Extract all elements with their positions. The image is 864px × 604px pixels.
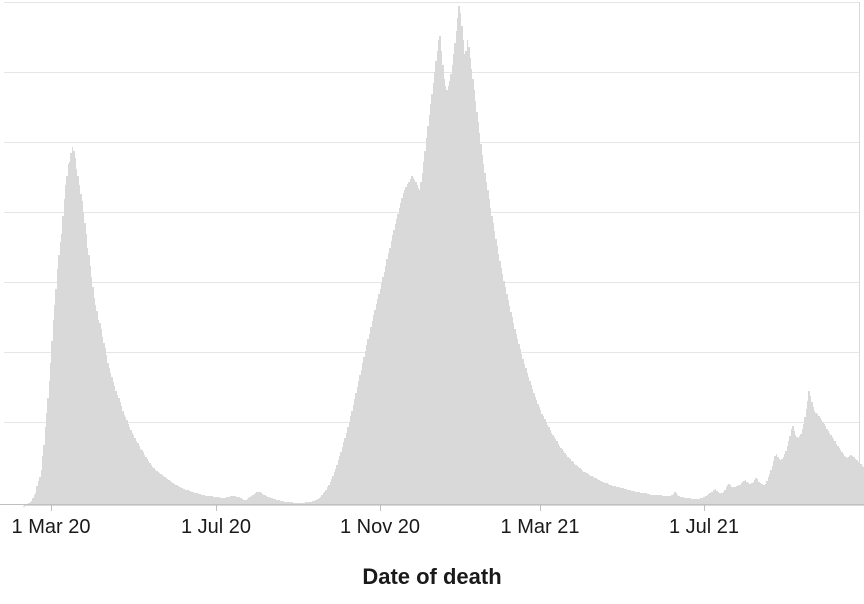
chart-container: 1 Mar 20 1 Jul 20 1 Nov 20 1 Mar 21 1 Jul 21… [0, 0, 864, 604]
y-gridline [4, 2, 859, 3]
x-tick [540, 504, 541, 511]
bars-group [8, 4, 864, 506]
x-tick [704, 504, 705, 511]
x-tick-label: 1 Jul 21 [669, 516, 739, 539]
x-tick [216, 504, 217, 511]
x-tick-label: 1 Mar 21 [501, 516, 580, 539]
plot-area [4, 2, 860, 504]
x-tick-label: 1 Mar 20 [12, 516, 91, 539]
x-tick-label: 1 Jul 20 [181, 516, 251, 539]
x-tick [380, 504, 381, 511]
x-tick-label: 1 Nov 20 [340, 516, 420, 539]
x-axis-title: Date of death [362, 564, 501, 590]
x-tick [51, 504, 52, 511]
x-axis-line [0, 504, 864, 505]
